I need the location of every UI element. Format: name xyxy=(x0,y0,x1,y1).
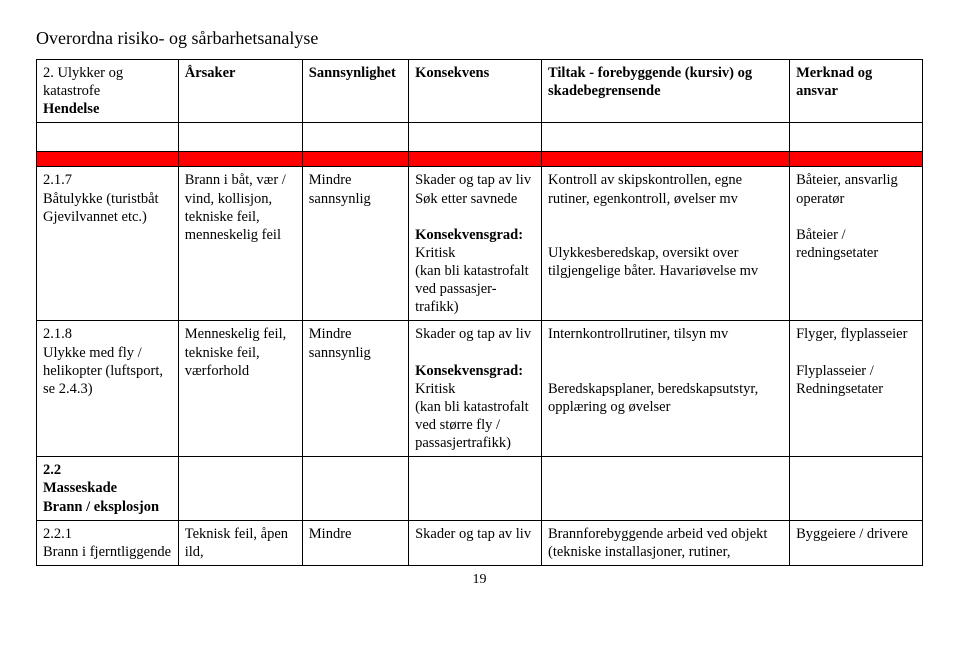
cell-sannsynlighet xyxy=(302,457,408,520)
risk-table: 2. Ulykker ogkatastrofeHendelse Årsaker … xyxy=(36,59,923,566)
cell-tiltak: Brannforebyggende arbeid ved objekt (tek… xyxy=(541,520,789,565)
doc-title: Overordna risiko- og sårbarhetsanalyse xyxy=(36,28,923,49)
table-row: 2.1.7 Båtulykke (turistbåt Gjevilvannet … xyxy=(37,167,923,321)
col-merknad: Merknad og ansvar xyxy=(790,60,923,123)
table-row: 2.1.8 Ulykke med fly / helikopter (lufts… xyxy=(37,321,923,457)
cell-arsaker: Brann i båt, vær / vind, kollisjon, tekn… xyxy=(178,167,302,321)
table-row: 2.2 MasseskadeBrann / eksplosjon xyxy=(37,457,923,520)
cell-arsaker: Menneskelig feil, tekniske feil, værforh… xyxy=(178,321,302,457)
col-sannsynlighet: Sannsynlighet xyxy=(302,60,408,123)
cell-konsekvens: Skader og tap av livSøk etter savnede Ko… xyxy=(409,167,542,321)
cell-hendelse: 2.2 MasseskadeBrann / eksplosjon xyxy=(37,457,179,520)
col-konsekvens: Konsekvens xyxy=(409,60,542,123)
cell-hendelse: 2.1.8 Ulykke med fly / helikopter (lufts… xyxy=(37,321,179,457)
col-hendelse: 2. Ulykker ogkatastrofeHendelse xyxy=(37,60,179,123)
table-row: 2.2.1 Brann i fjerntliggende Teknisk fei… xyxy=(37,520,923,565)
cell-hendelse: 2.2.1 Brann i fjerntliggende xyxy=(37,520,179,565)
table-header-row: 2. Ulykker ogkatastrofeHendelse Årsaker … xyxy=(37,60,923,123)
cell-konsekvens: Skader og tap av liv xyxy=(409,520,542,565)
cell-arsaker xyxy=(178,457,302,520)
red-separator-row xyxy=(37,152,923,167)
col-arsaker: Årsaker xyxy=(178,60,302,123)
cell-merknad: Båteier, ansvarlig operatør Båteier / re… xyxy=(790,167,923,321)
col-tiltak: Tiltak - forebyggende (kursiv) og skadeb… xyxy=(541,60,789,123)
page-number: 19 xyxy=(36,572,923,588)
cell-merknad: Byggeiere / drivere xyxy=(790,520,923,565)
cell-hendelse: 2.1.7 Båtulykke (turistbåt Gjevilvannet … xyxy=(37,167,179,321)
cell-konsekvens xyxy=(409,457,542,520)
cell-tiltak xyxy=(541,457,789,520)
cell-tiltak: Internkontrollrutiner, tilsyn mv Beredsk… xyxy=(541,321,789,457)
cell-merknad: Flyger, flyplasseier Flyplasseier / Redn… xyxy=(790,321,923,457)
cell-tiltak: Kontroll av skipskontrollen, egne rutine… xyxy=(541,167,789,321)
cell-sannsynlighet: Mindre xyxy=(302,520,408,565)
cell-sannsynlighet: Mindre sannsynlig xyxy=(302,167,408,321)
cell-sannsynlighet: Mindre sannsynlig xyxy=(302,321,408,457)
cell-arsaker: Teknisk feil, åpen ild, xyxy=(178,520,302,565)
cell-merknad xyxy=(790,457,923,520)
spacer-row xyxy=(37,123,923,152)
cell-konsekvens: Skader og tap av liv Konsekvensgrad: Kri… xyxy=(409,321,542,457)
